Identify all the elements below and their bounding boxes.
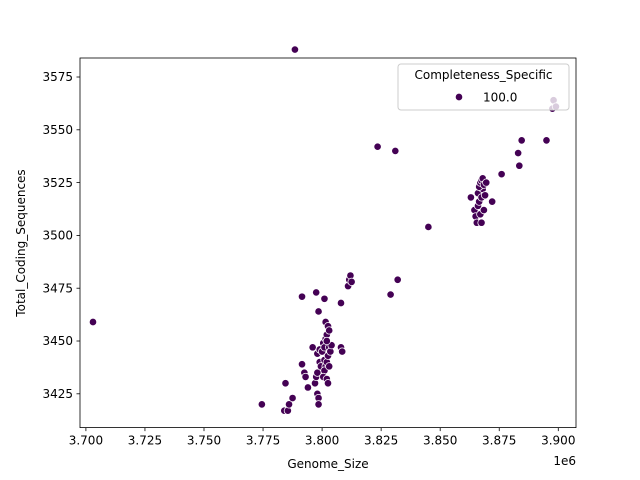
data-point <box>325 362 334 371</box>
data-point <box>517 136 526 145</box>
legend: Completeness_Specific 100.0 <box>397 63 570 111</box>
y-axis-ticks: 3425 3450 3475 3500 3525 3550 3575 <box>42 70 80 401</box>
y-tick-label: 3575 <box>42 70 73 84</box>
points-layer <box>88 45 560 415</box>
data-point <box>323 379 333 388</box>
data-point <box>466 193 475 202</box>
x-tick-label: 3.775 <box>246 434 280 448</box>
data-point <box>281 379 290 388</box>
data-point <box>308 343 317 352</box>
data-point <box>477 218 486 227</box>
data-point <box>314 307 323 316</box>
data-point <box>393 275 402 284</box>
x-axis-title: Genome_Size <box>287 457 368 471</box>
y-axis-title: Total_Coding_Sequences <box>14 169 28 317</box>
y-tick-label: 3450 <box>42 334 73 348</box>
data-point <box>303 383 312 392</box>
data-point <box>488 197 497 206</box>
data-point <box>312 288 321 297</box>
data-point <box>514 148 523 158</box>
plot-frame <box>79 57 577 429</box>
data-point <box>479 205 488 215</box>
data-point <box>336 298 346 308</box>
data-point <box>542 136 551 145</box>
data-point <box>497 170 506 179</box>
data-point <box>338 347 347 356</box>
y-tick-label: 3500 <box>42 229 73 243</box>
data-point <box>88 317 98 327</box>
x-axis-offset-label: 1e6 <box>553 454 576 468</box>
legend-entry-label: 100.0 <box>483 91 517 105</box>
data-point <box>257 400 266 409</box>
data-point <box>515 161 524 170</box>
data-point <box>373 142 382 151</box>
data-point <box>290 45 300 54</box>
data-point <box>482 178 491 187</box>
data-point <box>301 372 310 381</box>
data-point <box>391 146 400 156</box>
y-tick-label: 3550 <box>42 123 73 137</box>
x-tick-label: 3.800 <box>305 434 339 448</box>
data-point <box>347 277 356 286</box>
x-tick-label: 3.825 <box>364 434 398 448</box>
data-point <box>424 222 433 232</box>
legend-box <box>397 63 570 111</box>
data-point <box>284 400 294 409</box>
x-tick-label: 3.750 <box>187 434 221 448</box>
x-tick-label: 3.850 <box>423 434 457 448</box>
data-point <box>320 294 329 303</box>
data-point <box>288 393 297 403</box>
data-point <box>480 191 490 200</box>
y-tick-label: 3525 <box>42 176 73 190</box>
data-point <box>322 336 331 346</box>
x-tick-label: 3.875 <box>482 434 516 448</box>
y-tick-label: 3425 <box>42 387 73 401</box>
data-point <box>297 292 307 301</box>
data-point <box>325 326 334 335</box>
data-point <box>386 290 395 299</box>
data-point <box>314 400 323 409</box>
legend-title: Completeness_Specific <box>414 68 552 82</box>
y-tick-label: 3475 <box>42 281 73 295</box>
legend-marker <box>454 92 464 102</box>
data-point <box>297 360 307 369</box>
x-tick-label: 3.725 <box>128 434 162 448</box>
x-axis-ticks: 3.700 3.725 3.750 3.775 3.800 3.825 3.850 3.875… <box>69 427 575 448</box>
x-tick-label: 3.900 <box>541 434 575 448</box>
x-tick-label: 3.700 <box>69 434 103 448</box>
